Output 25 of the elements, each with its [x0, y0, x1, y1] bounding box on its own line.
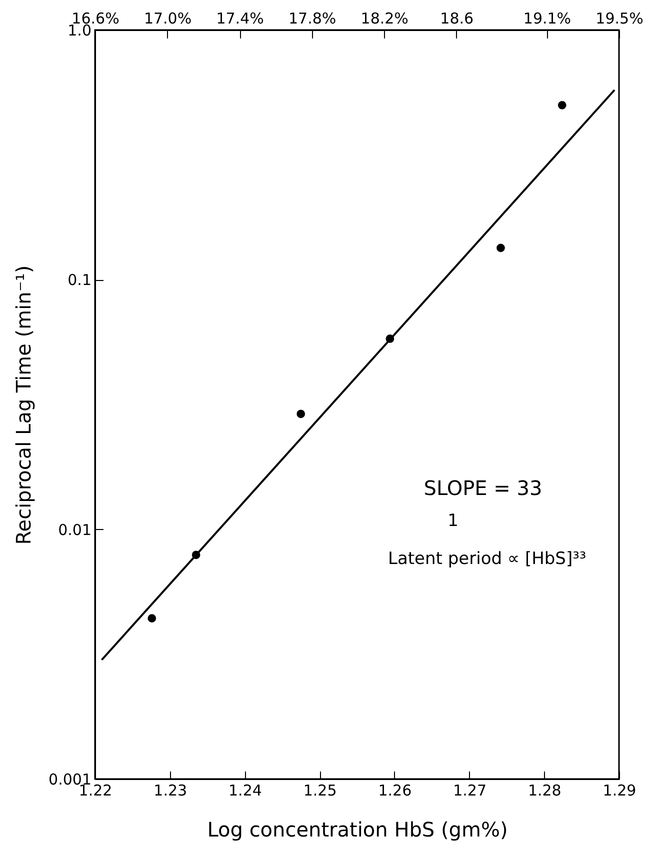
- x-tick-label: 1.24: [228, 782, 262, 800]
- x2-tick-label: 17.0%: [144, 10, 192, 28]
- point: [496, 244, 505, 252]
- y-tick-label: 0.01: [58, 520, 92, 539]
- x-tick-label: 1.26: [378, 782, 412, 800]
- x2-tick-label: 18.6: [440, 10, 474, 28]
- x2-tick-label: 19.5%: [596, 10, 644, 28]
- x-tick-label: 1.23: [154, 782, 188, 800]
- y-tick-label: 0.1: [68, 271, 92, 290]
- point: [296, 410, 306, 418]
- x-tick-label: 1.28: [528, 782, 562, 800]
- x-axis-title: Log concentration HbS (gm%): [207, 818, 508, 842]
- y-axis-title: Reciprocal Lag Time (min⁻¹): [12, 265, 36, 545]
- x2-tick-label: 17.4%: [216, 10, 264, 28]
- x2-tick-label: 19.1%: [523, 10, 572, 28]
- annotation: Latent period ∝ [HbS]³³: [388, 549, 586, 569]
- x-tick-label: 1.29: [602, 782, 636, 800]
- annotation: 1: [448, 511, 458, 531]
- point: [148, 614, 156, 623]
- annotation: SLOPE = 33: [424, 476, 542, 500]
- x-tick-label: 1.25: [303, 782, 337, 800]
- x-tick-label: 1.27: [453, 782, 486, 800]
- x2-tick-label: 17.8%: [288, 10, 336, 28]
- point: [558, 100, 566, 110]
- x2-tick-label: 18.2%: [360, 10, 408, 28]
